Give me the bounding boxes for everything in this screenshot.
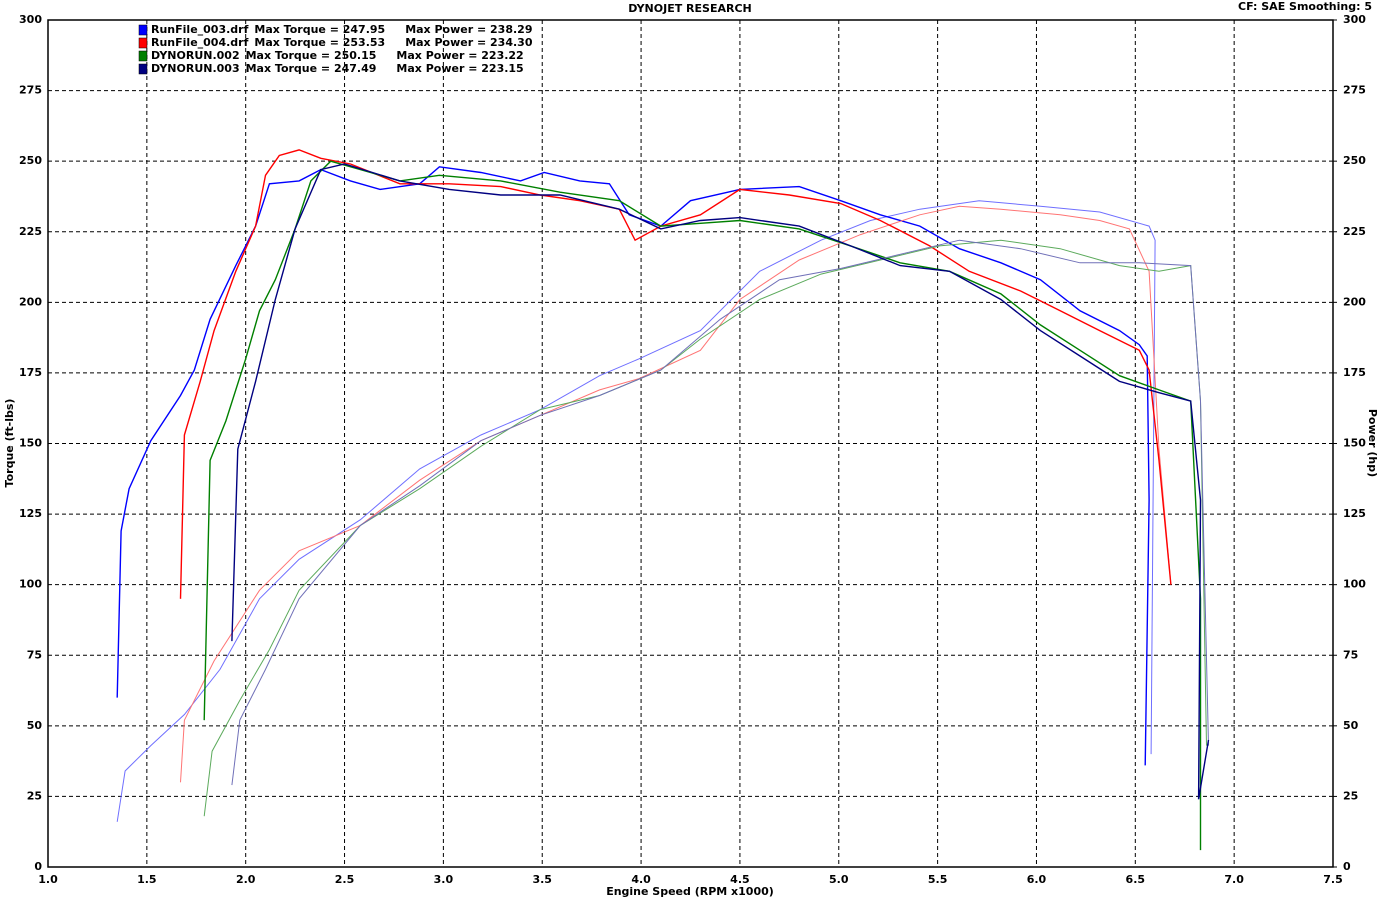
- x-tick-label: 5.0: [829, 873, 849, 886]
- y-tick-label: 300: [19, 13, 42, 26]
- y2-tick-label: 50: [1343, 719, 1359, 732]
- x-tick-label: 2.0: [236, 873, 256, 886]
- power-line: [231, 239, 1209, 786]
- legend-swatch: [138, 50, 148, 62]
- legend-name: RunFile_004.drf: [151, 36, 249, 49]
- y-tick-label: 225: [19, 225, 42, 238]
- legend-swatch: [138, 63, 148, 75]
- power-line: [180, 205, 1172, 783]
- y-axis-label: Torque (ft-lbs): [3, 399, 16, 488]
- y2-tick-label: 225: [1343, 225, 1366, 238]
- legend-torque: Max Torque = 247.49: [246, 62, 377, 75]
- legend-power: Max Power = 223.22: [396, 49, 523, 62]
- y2-tick-label: 150: [1343, 437, 1366, 450]
- x-tick-label: 4.5: [730, 873, 750, 886]
- y2-tick-label: 275: [1343, 84, 1366, 97]
- x-tick-label: 3.0: [434, 873, 454, 886]
- y2-tick-label: 175: [1343, 366, 1366, 379]
- power-line: [116, 200, 1156, 822]
- legend-torque: Max Torque = 253.53: [254, 36, 385, 49]
- x-tick-label: 1.0: [38, 873, 58, 886]
- torque-line: [116, 166, 1150, 766]
- legend-name: RunFile_003.drf: [151, 23, 249, 36]
- legend-torque: Max Torque = 250.15: [246, 49, 377, 62]
- y2-tick-label: 250: [1343, 154, 1366, 167]
- torque-line: [203, 160, 1202, 851]
- x-axis-label: Engine Speed (RPM x1000): [606, 885, 774, 898]
- y-tick-label: 125: [19, 507, 42, 520]
- legend-power: Max Power = 234.30: [405, 36, 533, 49]
- legend: RunFile_003.drf Max Torque = 247.95 Max Po…: [138, 23, 533, 75]
- y-tick-label: 275: [19, 84, 42, 97]
- x-tick-label: 4.0: [631, 873, 651, 886]
- grid: [47, 19, 1334, 868]
- legend-name: DYNORUN.003: [151, 62, 240, 75]
- x-tick-label: 2.5: [335, 873, 355, 886]
- y2-tick-label: 75: [1343, 648, 1358, 661]
- legend-torque: Max Torque = 247.95: [254, 23, 385, 36]
- y-tick-label: 150: [19, 437, 42, 450]
- legend-power: Max Power = 223.15: [396, 62, 523, 75]
- y2-tick-label: 125: [1343, 507, 1366, 520]
- chart-title: DYNOJET RESEARCH: [628, 2, 751, 15]
- x-tick-label: 1.5: [137, 873, 157, 886]
- legend-power: Max Power = 238.29: [405, 23, 532, 36]
- y2-tick-label: 100: [1343, 578, 1366, 591]
- y2-tick-label: 25: [1343, 789, 1358, 802]
- y-tick-label: 250: [19, 154, 42, 167]
- x-tick-label: 6.5: [1126, 873, 1146, 886]
- power-line: [203, 239, 1207, 817]
- plot-lines: [116, 149, 1210, 851]
- y2-axis-label: Power (hp): [1366, 409, 1379, 477]
- y2-tick-label: 200: [1343, 295, 1366, 308]
- torque-line: [231, 163, 1210, 800]
- y-tick-label: 75: [27, 648, 42, 661]
- y2-tick-label: 0: [1343, 860, 1351, 873]
- x-tick-label: 5.5: [928, 873, 948, 886]
- legend-swatch: [138, 37, 148, 49]
- y-tick-label: 200: [19, 295, 42, 308]
- y-tick-label: 100: [19, 578, 42, 591]
- x-tick-label: 7.0: [1224, 873, 1244, 886]
- y-tick-label: 50: [27, 719, 43, 732]
- legend-swatch: [138, 24, 148, 36]
- chart-subtitle: CF: SAE Smoothing: 5: [1238, 0, 1372, 13]
- y2-tick-label: 300: [1343, 13, 1366, 26]
- x-tick-label: 7.5: [1323, 873, 1343, 886]
- y-tick-label: 0: [34, 860, 42, 873]
- x-tick-label: 3.5: [532, 873, 552, 886]
- legend-name: DYNORUN.002: [151, 49, 240, 62]
- y-tick-label: 175: [19, 366, 42, 379]
- y-tick-label: 25: [27, 789, 42, 802]
- x-tick-label: 6.0: [1027, 873, 1047, 886]
